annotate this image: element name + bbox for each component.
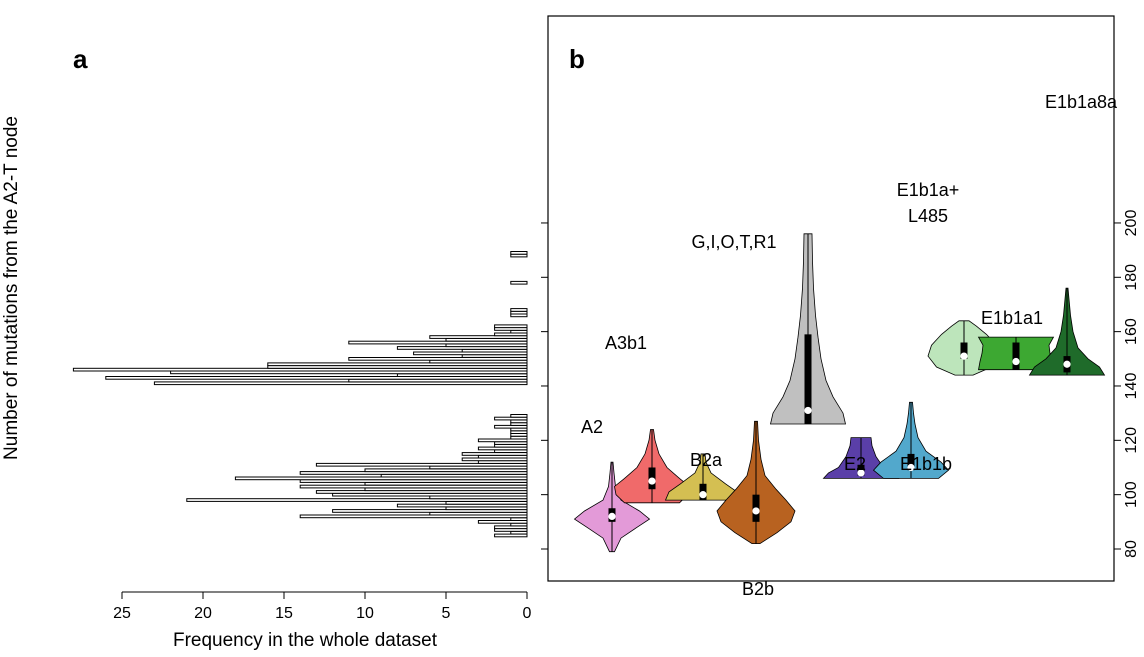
violin-label: E2 [844, 454, 866, 474]
histogram-bar [186, 498, 528, 502]
panel-a-letter: a [73, 44, 88, 74]
histogram-bar [510, 414, 528, 418]
violin-label: E1b1a8a [1045, 92, 1118, 112]
right-y-tick-label: 200 [1123, 210, 1140, 237]
histogram-bar [494, 324, 528, 329]
violin-iqr-box [960, 342, 968, 359]
histogram-bar [153, 381, 528, 386]
right-y-tick-label: 120 [1123, 427, 1140, 454]
histogram-bar [477, 438, 528, 443]
violin-label: L485 [908, 206, 948, 226]
histogram-x-tick-label: 0 [523, 605, 532, 622]
histogram-bar [396, 373, 528, 377]
histogram-bar [445, 501, 528, 505]
histogram-x-axis: 25 20 15 10 5 0 [113, 591, 532, 622]
violin-iqr-box [804, 334, 812, 425]
violin-label: E1b1b [900, 454, 952, 474]
histogram-bar [348, 357, 528, 361]
histogram-bar [510, 419, 528, 424]
right-y-tick-label: 80 [1123, 540, 1140, 558]
right-y-tick-label: 100 [1123, 481, 1140, 508]
violin-iqr-box [907, 453, 915, 471]
violin-median-point [907, 463, 915, 472]
violin-median-point [699, 491, 707, 499]
histogram-bar [364, 468, 528, 473]
violin-iqr-box [1012, 342, 1020, 370]
histogram-bar [510, 517, 528, 521]
violin-median-point [648, 477, 656, 485]
right-y-tick-label: 180 [1123, 264, 1140, 291]
histogram-bar [461, 452, 528, 456]
histogram-x-tick-label: 25 [113, 605, 131, 622]
histogram-bar [299, 514, 528, 519]
histogram-bar [299, 484, 528, 489]
panel-a-histogram: a 25 20 15 10 5 0 Frequency in the whole data… [1, 44, 532, 651]
histogram-x-tick-label: 15 [275, 605, 293, 622]
histogram-bars [72, 251, 528, 538]
right-y-tick-label: 160 [1123, 318, 1140, 345]
histogram-bar [510, 308, 528, 312]
histogram-bar [494, 533, 528, 538]
violin-labels: A2 A3b1 B2a B2b G,I,O,T,R1 E2 E1b1b E1b1a+ L485 E… [581, 92, 1118, 599]
violin-median-point [857, 469, 865, 477]
violin-label: A2 [581, 417, 603, 437]
histogram-x-tick-label: 5 [442, 605, 451, 622]
histogram-bar [348, 340, 528, 345]
histogram-bar [477, 520, 528, 524]
histogram-bar [332, 509, 528, 513]
histogram-x-axis-label: Frequency in the whole dataset [173, 630, 438, 651]
violin-label: G,I,O,T,R1 [691, 232, 776, 252]
violin-label: B2b [742, 579, 774, 599]
histogram-bar [510, 435, 528, 440]
panel-b-letter: b [569, 44, 585, 74]
violin-label: E1b1a+ [897, 180, 960, 200]
histogram-bar [510, 280, 528, 285]
violin-label: B2a [690, 450, 723, 470]
histogram-bar [315, 462, 528, 467]
violin-median-point [608, 512, 616, 520]
violin-label: A3b1 [605, 333, 647, 353]
violins [573, 233, 1106, 553]
histogram-bar [429, 335, 528, 339]
violin-label: E1b1a1 [981, 308, 1043, 328]
histogram-x-tick-label: 20 [194, 605, 212, 622]
violin-median-point [960, 352, 968, 360]
right-y-tick-label: 140 [1123, 373, 1140, 400]
histogram-x-tick-label: 10 [356, 605, 374, 622]
violin-median-point [1063, 360, 1071, 368]
histogram-bar [510, 251, 528, 255]
histogram-y-axis-label: Number of mutations from the A2-T node [1, 116, 22, 460]
violin-median-point [804, 406, 812, 415]
violin-median-point [752, 507, 760, 515]
histogram-bar [105, 376, 528, 380]
histogram-bar [267, 362, 528, 367]
violin-median-point [1012, 357, 1020, 366]
panel-b-violin-plot: b A2 A3b1 B2a B2b G,I,O,T,R1 E2 E1b1b E1b1a+ L48… [541, 15, 1140, 599]
right-y-axis: 80 100 120 140 160 180 200 [541, 210, 1140, 558]
